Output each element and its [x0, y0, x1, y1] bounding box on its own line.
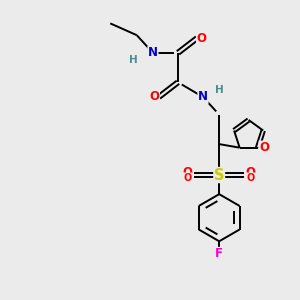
Text: F: F: [215, 248, 223, 260]
Text: O: O: [196, 32, 206, 45]
Text: O: O: [184, 173, 192, 183]
Text: O: O: [259, 141, 269, 154]
Text: N: N: [198, 91, 208, 103]
Text: H: H: [129, 55, 138, 65]
Text: O: O: [149, 91, 159, 103]
Text: N: N: [148, 46, 158, 59]
Text: S: S: [214, 167, 224, 182]
Text: O: O: [246, 166, 256, 178]
Text: O: O: [247, 173, 255, 183]
Text: O: O: [183, 166, 193, 178]
Text: H: H: [215, 85, 224, 94]
